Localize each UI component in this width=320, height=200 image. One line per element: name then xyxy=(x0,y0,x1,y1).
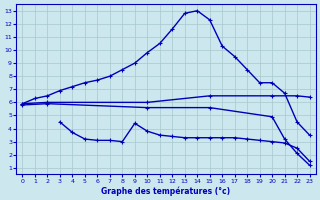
X-axis label: Graphe des températures (°c): Graphe des températures (°c) xyxy=(101,186,231,196)
